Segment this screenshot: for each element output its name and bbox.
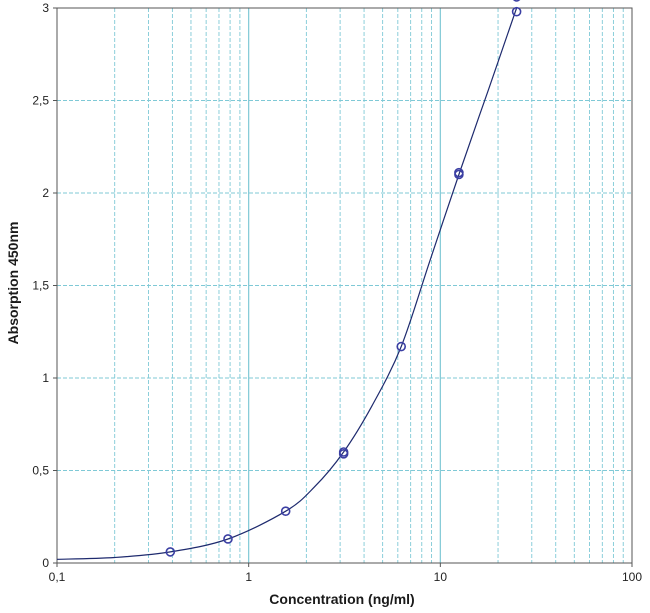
fit-curve-line [56, 7, 518, 560]
y-axis-ticks: 0 0,5 1 1,5 2 2,5 3 [32, 1, 57, 570]
data-point [511, 6, 522, 17]
x-axis-title: Concentration (ng/ml) [269, 591, 414, 607]
y-tick-label: 0,5 [32, 464, 49, 478]
y-tick-label: 2 [42, 186, 49, 200]
data-points [165, 0, 522, 557]
x-tick-label: 1 [245, 570, 252, 584]
x-tick-label: 100 [622, 570, 642, 584]
y-tick-label: 0 [42, 556, 49, 570]
y-axis-title: Absorption 450nm [5, 222, 21, 345]
data-point [338, 449, 349, 459]
data-point [512, 0, 521, 2]
data-point [280, 506, 291, 517]
data-point [165, 547, 176, 557]
x-tick-label: 10 [434, 570, 448, 584]
y-tick-label: 1,5 [32, 279, 49, 293]
data-point [454, 169, 464, 180]
x-tick-label: 0,1 [49, 570, 66, 584]
y-tick-label: 3 [42, 1, 49, 15]
y-tick-label: 1 [42, 371, 49, 385]
y-tick-label: 2,5 [32, 94, 49, 108]
data-point [396, 341, 407, 352]
x-axis-ticks: 0,1 1 10 100 [49, 563, 642, 584]
grid-lines [57, 8, 632, 563]
data-point [223, 534, 233, 544]
